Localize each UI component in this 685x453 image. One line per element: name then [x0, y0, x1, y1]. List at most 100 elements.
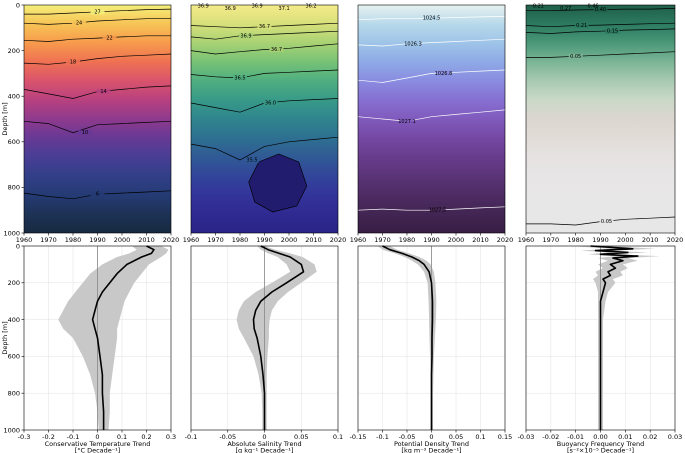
contour-line [190, 69, 339, 79]
contour-label: 18 [70, 60, 76, 66]
contour-line [525, 28, 676, 34]
contour-label: 27 [94, 9, 100, 15]
y-tick-label: 600 [8, 353, 20, 361]
y-tick-label: 800 [8, 390, 20, 398]
contour-line [23, 53, 172, 65]
contour-label: 0.05 [601, 219, 612, 225]
x-tick-label: -0.1 [376, 433, 389, 441]
contour-label-bg [78, 130, 92, 136]
contour-label: 0.15 [607, 29, 618, 35]
contour-annotation: 0.46 [587, 4, 598, 10]
y-tick-label: 1000 [3, 426, 20, 434]
contour-label: 1024.5 [423, 16, 441, 22]
x-tick-label: 1970 [40, 236, 57, 244]
contour-label-bg [568, 53, 583, 59]
contour-label: 0.05 [570, 54, 581, 60]
uncertainty-band [570, 246, 661, 430]
contour-line [23, 120, 172, 134]
y-axis-label: Depth [m] [1, 321, 9, 354]
contour-label-bg [90, 9, 105, 15]
y-tick-label: 600 [8, 138, 20, 146]
contour-label: 1026.3 [404, 41, 422, 47]
contour-label-bg [424, 15, 439, 21]
x-tick-label: 0 [95, 433, 99, 441]
x-axis-label: Conservative Temperature Trend [45, 440, 151, 448]
trend-line [252, 245, 305, 430]
contour-annotation: 0.27 [560, 6, 571, 12]
y-tick-label: 400 [8, 316, 20, 324]
x-tick-label: 1970 [543, 236, 560, 244]
contour-annotation: 36.2 [305, 4, 316, 10]
x-tick-label: 1960 [350, 236, 367, 244]
panel-bottom-2: -0.1 -0.05 0 0.05 0.1 Absolute Salinity Trend… [185, 245, 343, 453]
x-tick-label: 0.01 [618, 433, 632, 441]
x-tick-label: 2010 [472, 236, 489, 244]
x-tick-label: 0.3 [166, 433, 176, 441]
y-tick-label: 0 [16, 242, 20, 250]
contour-label-bg [239, 33, 253, 39]
contour-label: 1027.1 [398, 119, 416, 125]
x-tick-label: 1960 [16, 236, 33, 244]
uncertainty-band [236, 246, 317, 430]
x-tick-label: -0.03 [518, 433, 535, 441]
y-tick-label: 0 [16, 1, 20, 9]
contour-line [190, 43, 339, 55]
x-tick-label: 1990 [423, 236, 440, 244]
y-axis-label: Depth [m] [1, 102, 9, 135]
x-tick-label: 1980 [65, 236, 82, 244]
contour-label-bg [436, 70, 451, 76]
trend-line [382, 245, 434, 430]
contour-label-bg [406, 41, 420, 47]
x-tick-label: 2020 [497, 236, 514, 244]
contour-annotation: 36.9 [225, 6, 236, 12]
x-axis-label: Absolute Salinity Trend [227, 440, 301, 448]
x-tick-label: 1960 [183, 236, 200, 244]
contour-label: 35.5 [246, 158, 257, 164]
contour-label: 36.9 [240, 33, 251, 39]
panel-bottom-1: -0.3 -0.2 -0.1 0 0.1 0.2 0.3 0 200 400 600 800 1000 D… [1, 242, 176, 453]
x-tick-label: 2010 [642, 236, 659, 244]
contour-line [190, 30, 339, 40]
x-axis-unit: [g kg⁻¹ Decade⁻¹] [236, 447, 294, 453]
x-tick-label: 1960 [518, 236, 535, 244]
contour-line [526, 51, 676, 58]
x-tick-label: 1990 [89, 236, 106, 244]
panel-bottom-4: -0.03 -0.02 -0.01 0.00 0.01 0.02 0.03 Buoyancy … [518, 245, 682, 453]
x-tick-label: -0.15 [350, 433, 367, 441]
contour-label: 36.5 [234, 75, 245, 81]
contour-label: 36.7 [259, 24, 270, 30]
contour-label-bg [102, 35, 117, 41]
x-axis-label: Buoyancy Frequency Trend [557, 440, 644, 448]
contour-label-bg [574, 23, 589, 29]
x-tick-label: 1990 [592, 236, 609, 244]
uncertainty-band [58, 246, 169, 430]
x-tick-label: 0 [429, 433, 433, 441]
x-tick-label: 2000 [617, 236, 634, 244]
x-tick-label: 2020 [163, 236, 180, 244]
x-tick-label: 2000 [448, 236, 465, 244]
contour-line [190, 136, 339, 161]
contour-line [525, 22, 676, 28]
heatmap-field [526, 5, 675, 233]
x-tick-label: 1980 [567, 236, 584, 244]
contour-label-bg [257, 24, 272, 30]
contour-label: 0.21 [576, 23, 587, 29]
bottom-row-panels: -0.3 -0.2 -0.1 0 0.1 0.2 0.3 0 200 400 600 800 1000 D… [1, 242, 682, 453]
x-tick-label: 1980 [399, 236, 416, 244]
contour-label: 36.0 [265, 101, 276, 107]
y-tick-label: 400 [8, 93, 20, 101]
x-tick-label: 0 [262, 433, 266, 441]
contour-annotation: 36.9 [252, 4, 263, 10]
x-tick-label: 0.1 [475, 433, 485, 441]
contour-annotation: 37.1 [279, 6, 290, 12]
panel-top-2: 36.7 36.9 36.7 36.5 36.0 35.5 36.9 36.9 36.9 37.1… [183, 4, 347, 244]
y-tick-label: 800 [8, 184, 20, 192]
contour-line [23, 18, 171, 25]
x-tick-label: -0.05 [219, 433, 236, 441]
x-tick-label: 0.1 [117, 433, 127, 441]
contour-label: 1026.8 [435, 71, 453, 77]
x-tick-label: 0.1 [333, 433, 343, 441]
contour-annotation: 0.21 [533, 4, 544, 10]
